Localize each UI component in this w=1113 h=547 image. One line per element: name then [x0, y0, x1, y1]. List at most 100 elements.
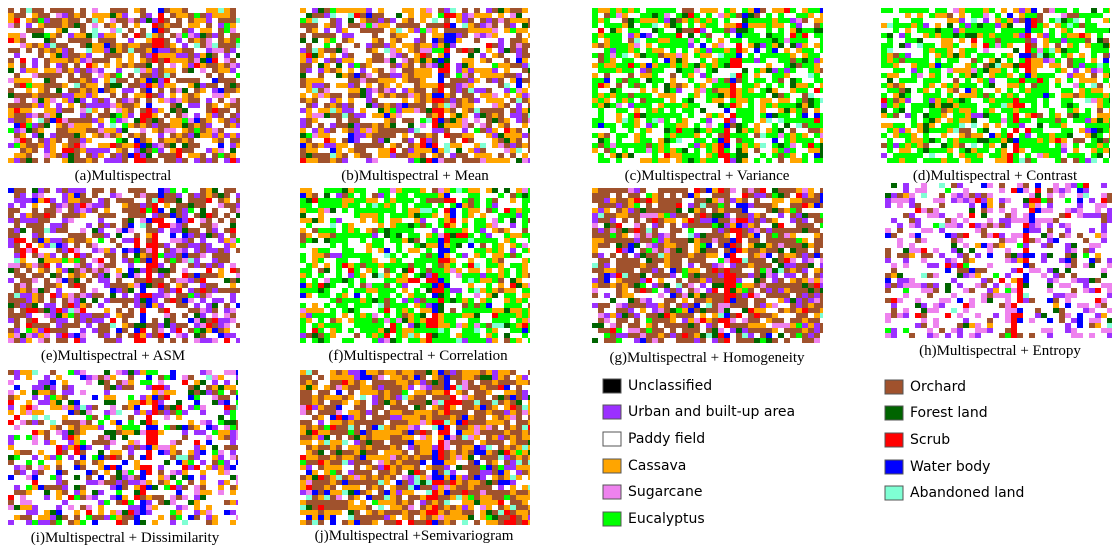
map-cell [995, 148, 1001, 153]
map-cell [200, 193, 206, 198]
map-cell [1091, 133, 1097, 138]
map-cell [116, 28, 122, 33]
map-cell [110, 28, 116, 33]
map-cell [480, 28, 486, 33]
map-cell [480, 78, 486, 83]
map-cell [1037, 128, 1043, 133]
map-cell [110, 148, 116, 153]
map-cell [784, 68, 790, 73]
map-cell [74, 138, 80, 143]
map-cell [348, 58, 354, 63]
map-cell [652, 153, 658, 158]
map-cell [164, 153, 170, 158]
map-cell [62, 53, 68, 58]
map-cell [983, 128, 989, 133]
map-cell [971, 118, 977, 123]
map-cell [592, 68, 598, 73]
map-cell [516, 48, 522, 53]
map-cell [953, 108, 959, 113]
map-cell [86, 78, 92, 83]
map-cell [1097, 98, 1103, 103]
map-cell [670, 28, 676, 33]
map-cell [1001, 103, 1007, 108]
map-cell [200, 38, 206, 43]
map-cell [995, 38, 1001, 43]
map-cell [366, 148, 372, 153]
map-cell [977, 58, 983, 63]
map-cell [676, 8, 682, 13]
map-cell [616, 113, 622, 118]
map-cell [995, 113, 1001, 118]
map-cell [1013, 138, 1019, 143]
map-cell [360, 58, 366, 63]
map-cell [929, 88, 935, 93]
map-cell [104, 203, 110, 208]
map-cell [444, 73, 450, 78]
map-cell [784, 63, 790, 68]
map-cell [814, 28, 820, 33]
map-cell [218, 83, 224, 88]
map-cell [86, 68, 92, 73]
map-cell [236, 18, 240, 23]
map-cell [384, 138, 390, 143]
map-cell [152, 58, 158, 63]
map-cell [360, 88, 366, 93]
map-cell [748, 148, 754, 153]
map-cell [766, 13, 772, 18]
map-cell [44, 193, 50, 198]
map-cell [516, 83, 522, 88]
map-cell [8, 138, 14, 143]
map-cell [989, 158, 995, 163]
map-cell [176, 203, 182, 208]
map-cell [1055, 118, 1061, 123]
map-cell [688, 63, 694, 68]
map-cell [881, 38, 887, 43]
map-cell [164, 203, 170, 208]
map-cell [378, 78, 384, 83]
map-cell [134, 58, 140, 63]
map-cell [742, 128, 748, 133]
map-cell [212, 73, 218, 78]
map-cell [342, 158, 348, 163]
map-cell [1079, 18, 1085, 23]
map-cell [80, 93, 86, 98]
map-cell [971, 143, 977, 148]
map-cell [468, 158, 474, 163]
map-cell [444, 78, 450, 83]
map-cell [766, 128, 772, 133]
map-cell [899, 38, 905, 43]
map-cell [893, 123, 899, 128]
map-cell [947, 53, 953, 58]
map-cell [808, 113, 814, 118]
map-cell [44, 28, 50, 33]
map-cell [640, 93, 646, 98]
map-cell [56, 18, 62, 23]
map-cell [110, 113, 116, 118]
map-cell [414, 113, 420, 118]
map-cell [598, 148, 604, 153]
map-cell [718, 143, 724, 148]
map-cell [164, 78, 170, 83]
map-cell [230, 48, 236, 53]
map-cell [188, 188, 194, 193]
map-cell [1061, 58, 1067, 63]
map-cell [616, 98, 622, 103]
map-cell [522, 13, 528, 18]
map-cell [158, 83, 164, 88]
map-cell [480, 123, 486, 128]
map-cell [122, 198, 128, 203]
map-cell [1079, 93, 1085, 98]
map-cell [188, 193, 194, 198]
map-cell [164, 8, 170, 13]
map-cell [1037, 93, 1043, 98]
map-cell [110, 193, 116, 198]
map-cell [736, 118, 742, 123]
map-cell [312, 78, 318, 83]
map-cell [62, 188, 68, 193]
map-cell [1025, 118, 1031, 123]
map-cell [312, 148, 318, 153]
map-cell [330, 123, 336, 128]
map-cell [56, 73, 62, 78]
map-cell [462, 133, 468, 138]
map-cell [1013, 73, 1019, 78]
